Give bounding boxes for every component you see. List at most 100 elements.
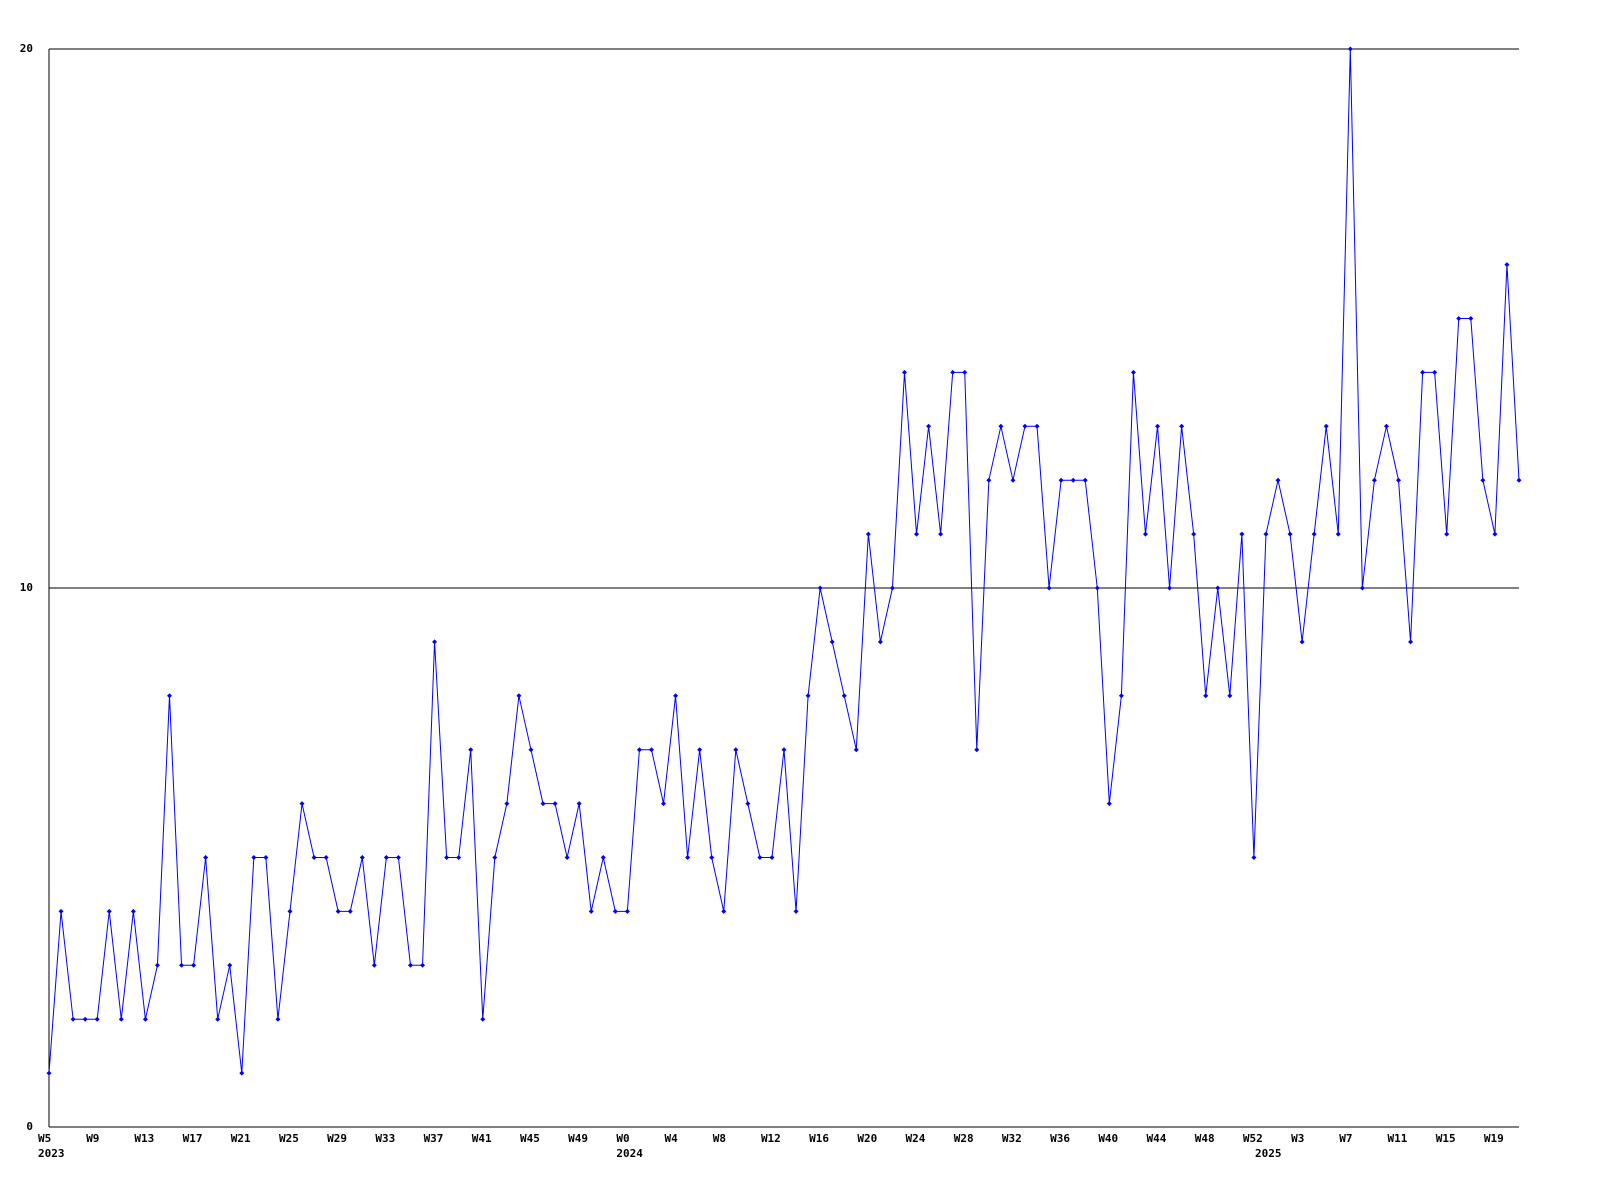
data-point <box>215 1016 221 1022</box>
data-point <box>275 1016 281 1022</box>
data-point <box>769 855 775 860</box>
data-point <box>1046 585 1052 591</box>
data-point <box>1516 477 1522 483</box>
data-point <box>1299 639 1305 645</box>
data-point <box>311 855 317 860</box>
data-point <box>1383 423 1389 429</box>
data-point <box>287 908 293 914</box>
data-point <box>624 908 630 914</box>
data-point <box>70 1016 76 1022</box>
data-point <box>432 639 438 645</box>
data-point <box>540 801 546 807</box>
data-line <box>48 48 1520 1074</box>
data-point <box>1420 369 1426 375</box>
data-point <box>914 531 920 537</box>
data-point <box>46 1070 52 1076</box>
data-point <box>950 369 956 375</box>
x-tick-label: W41 <box>472 1132 492 1145</box>
data-point <box>359 855 365 860</box>
data-point <box>1275 477 1281 483</box>
data-point <box>371 962 377 968</box>
x-tick-label: W3 <box>1291 1132 1304 1145</box>
data-point <box>444 855 450 860</box>
x-tick-label: W48 <box>1195 1132 1215 1145</box>
data-point <box>420 962 426 968</box>
data-point <box>1311 531 1317 537</box>
x-tick-label: W17 <box>183 1132 203 1145</box>
data-point <box>504 801 510 807</box>
x-tick-label: W19 <box>1484 1132 1504 1145</box>
data-point <box>1335 531 1341 537</box>
data-point <box>94 1016 100 1022</box>
x-year-label: 2025 <box>1255 1147 1282 1160</box>
data-point <box>142 1016 148 1022</box>
data-point <box>251 855 257 860</box>
data-point <box>1070 477 1076 483</box>
data-point <box>1155 423 1161 429</box>
x-tick-label: W21 <box>231 1132 251 1145</box>
data-point <box>1179 423 1185 429</box>
data-point <box>733 747 739 753</box>
data-point <box>1094 585 1100 591</box>
data-point <box>1504 262 1510 268</box>
data-point <box>757 855 763 860</box>
data-point <box>661 801 667 807</box>
x-tick-label: W13 <box>134 1132 154 1145</box>
data-point <box>1263 531 1269 537</box>
x-tick-label: W32 <box>1002 1132 1022 1145</box>
data-point <box>1142 531 1148 537</box>
data-point <box>166 693 172 699</box>
data-point <box>745 801 751 807</box>
data-point <box>805 693 811 699</box>
data-point <box>1359 585 1365 591</box>
x-tick-label: W9 <box>86 1132 99 1145</box>
data-point <box>1396 477 1402 483</box>
x-tick-label: W4 <box>665 1132 679 1145</box>
data-point <box>118 1016 124 1022</box>
data-point <box>998 423 1004 429</box>
data-point <box>1227 693 1233 699</box>
data-point <box>1323 423 1329 429</box>
data-point <box>299 801 305 807</box>
data-point <box>974 747 980 753</box>
x-tick-label: W44 <box>1147 1132 1167 1145</box>
data-point <box>781 747 787 753</box>
x-tick-label: W36 <box>1050 1132 1070 1145</box>
data-point <box>901 369 907 375</box>
data-point <box>721 908 727 914</box>
x-tick-label: W0 <box>616 1132 629 1145</box>
data-point <box>1239 531 1245 537</box>
data-point <box>697 747 703 753</box>
data-point <box>1034 423 1040 429</box>
data-point <box>1287 531 1293 537</box>
data-point <box>82 1016 88 1022</box>
data-point <box>1082 477 1088 483</box>
data-point <box>154 962 160 968</box>
data-point <box>1480 477 1486 483</box>
x-tick-label: W12 <box>761 1132 781 1145</box>
data-point <box>1456 316 1462 321</box>
data-point <box>1347 46 1353 52</box>
data-point <box>1022 423 1028 429</box>
data-point <box>1118 693 1124 699</box>
x-tick-label: W20 <box>857 1132 877 1145</box>
data-point <box>347 908 353 914</box>
data-point <box>1167 585 1173 591</box>
data-point <box>58 908 64 914</box>
data-point <box>889 585 895 591</box>
data-point <box>395 855 401 860</box>
data-point <box>1444 531 1450 537</box>
data-point <box>877 639 883 645</box>
data-point <box>179 962 185 968</box>
data-point <box>468 747 474 753</box>
data-point <box>1492 531 1498 537</box>
data-point <box>552 801 558 807</box>
data-point <box>480 1016 486 1022</box>
data-point <box>588 908 594 914</box>
data-point <box>130 908 136 914</box>
x-tick-label: W45 <box>520 1132 540 1145</box>
data-point <box>709 855 715 860</box>
x-tick-label: W7 <box>1339 1132 1352 1145</box>
data-point <box>648 747 654 753</box>
